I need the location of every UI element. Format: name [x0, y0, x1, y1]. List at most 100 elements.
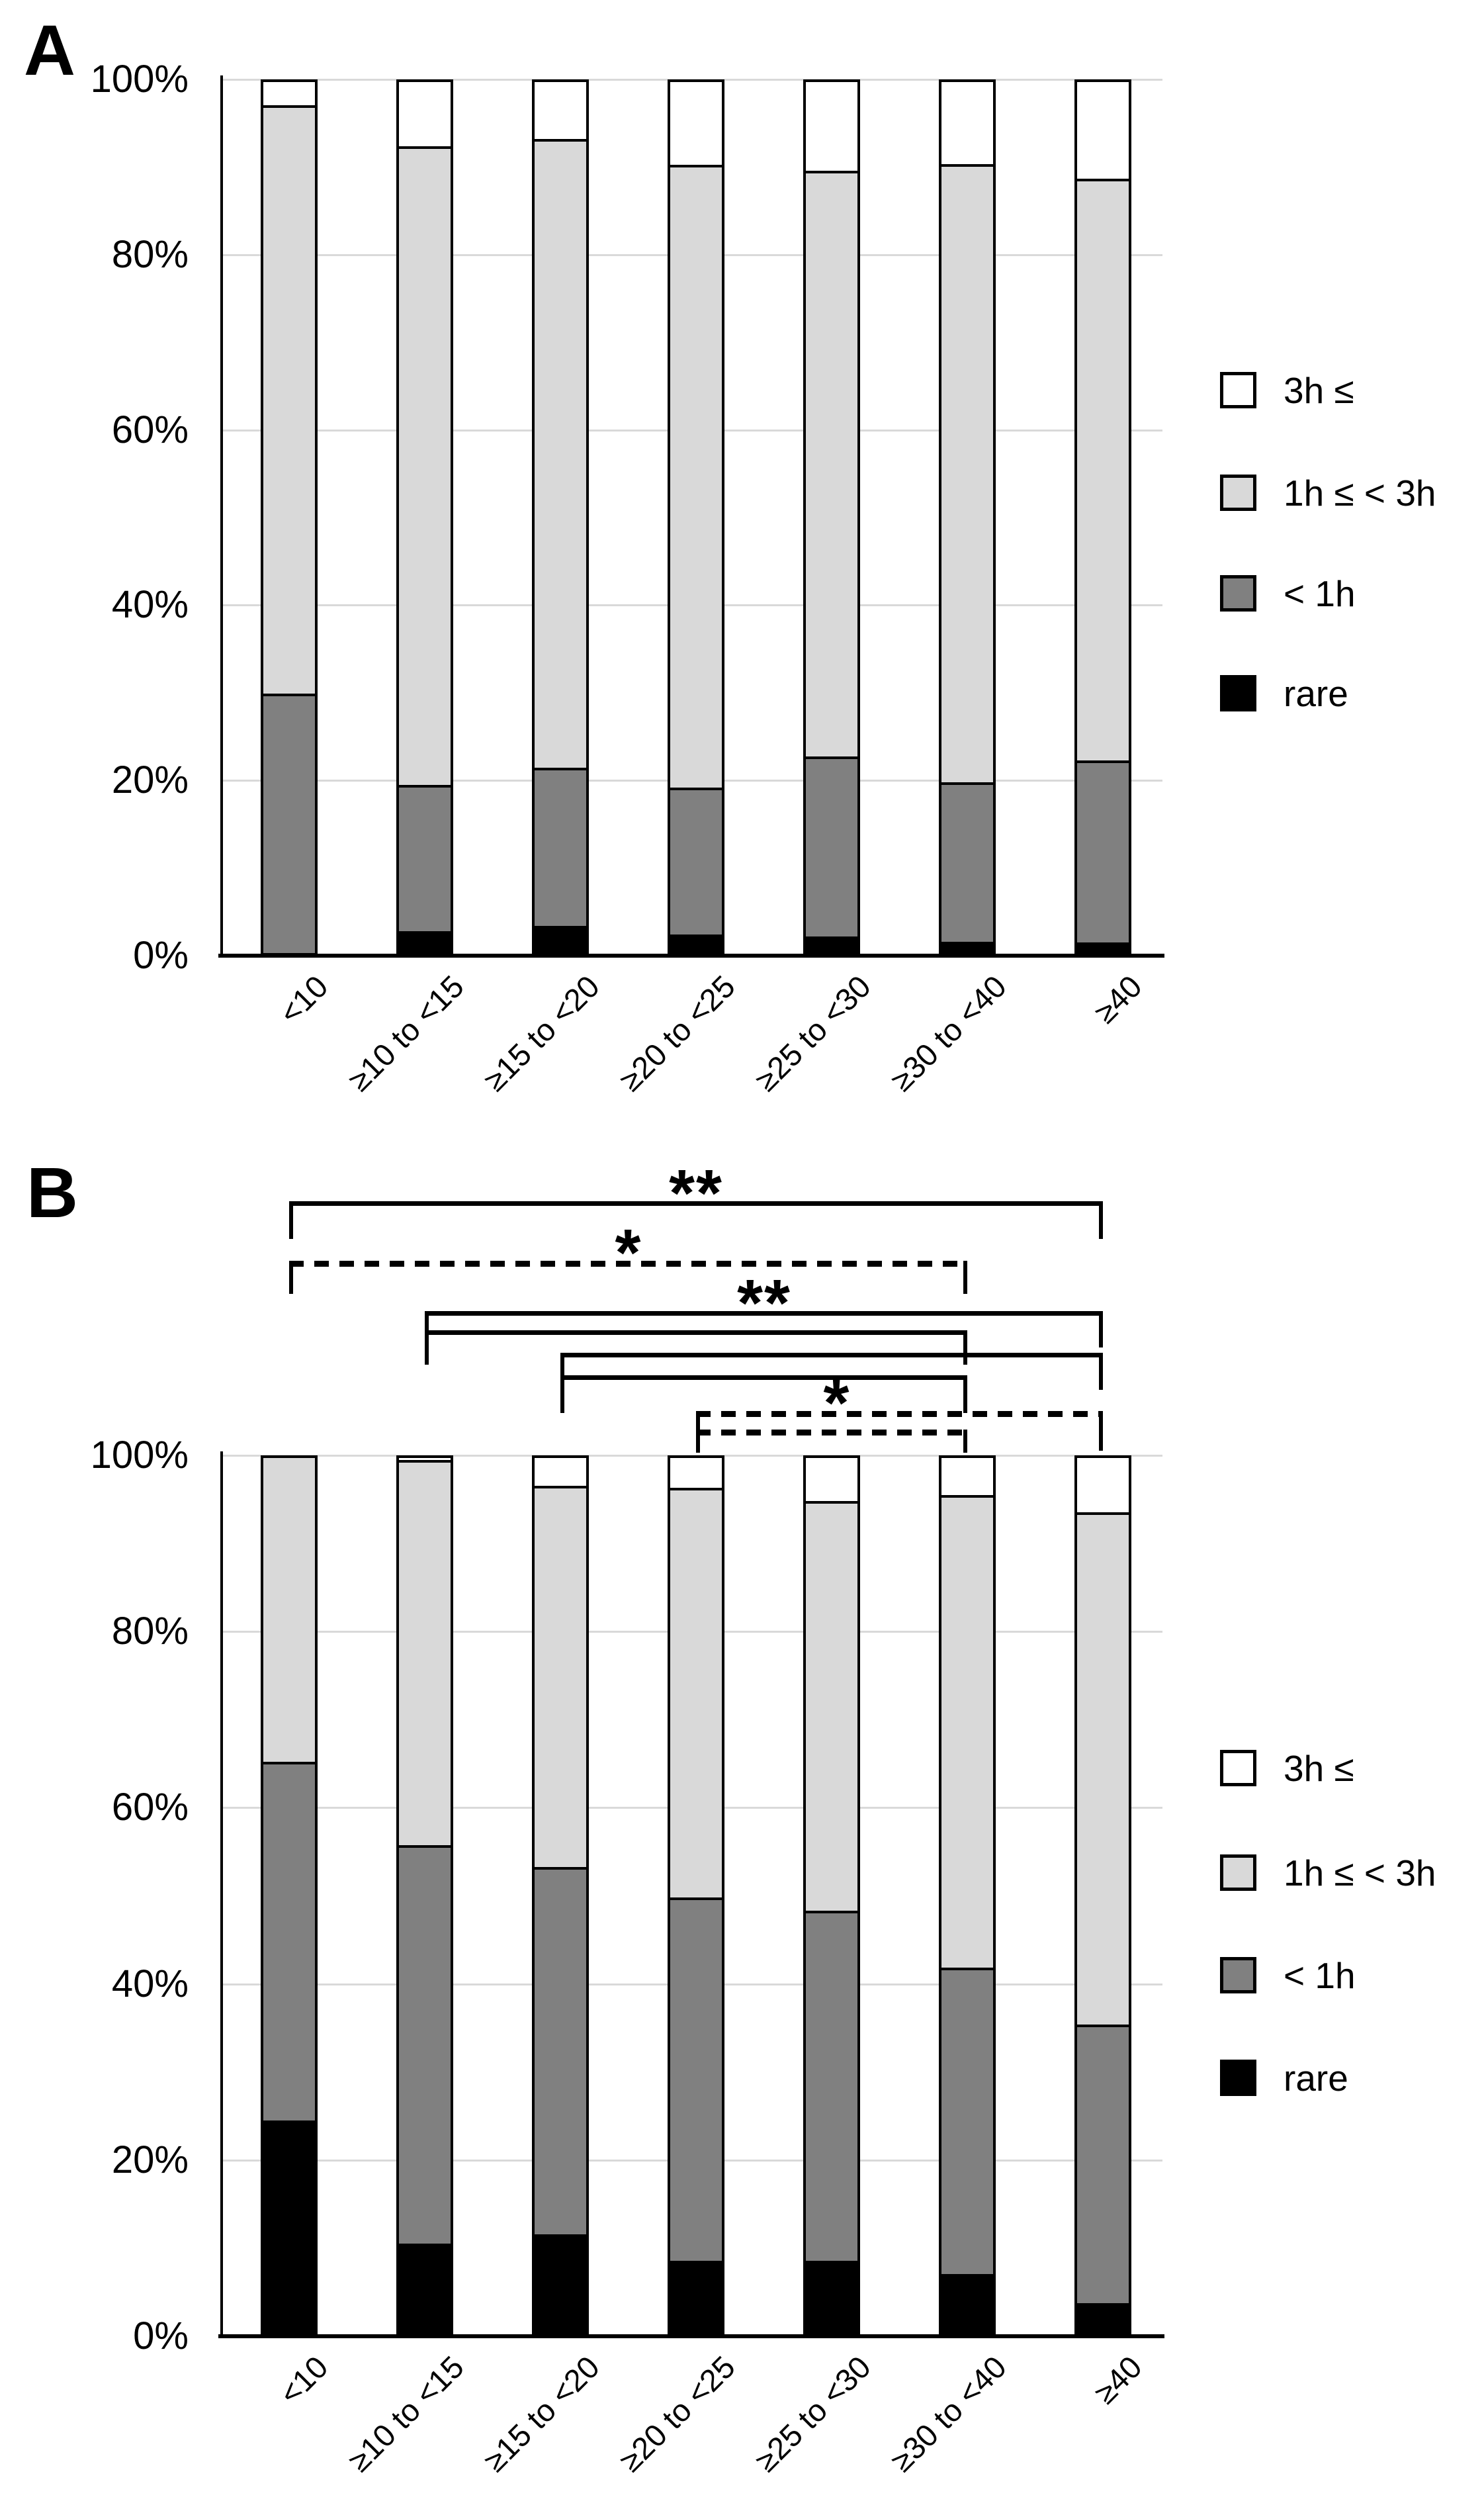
segment-a-2-1h ≤ < 3h	[399, 149, 451, 788]
legend-swatch-b-1h-to-under-3h	[1220, 1854, 1256, 1891]
xlabel-b-6: ≥30 to <40	[883, 2349, 1013, 2479]
segment-b-7-1h ≤ < 3h	[1077, 1515, 1129, 2027]
bar-b-6	[939, 1455, 996, 2336]
bracket-tick-4-right	[963, 1330, 967, 1365]
ytick-b-60: 60%	[111, 1786, 189, 1829]
segment-b-7-rare	[1077, 2305, 1129, 2334]
segment-a-5-rare	[806, 938, 857, 953]
segment-b-1-< 1h	[263, 1764, 315, 2124]
segment-b-2-< 1h	[399, 1847, 451, 2246]
xlabel-b-1: <10	[272, 2349, 335, 2412]
panel-a-label: A	[24, 10, 75, 90]
segment-b-4-1h ≤ < 3h	[670, 1490, 722, 1901]
legend-label-b-rare: rare	[1284, 2058, 1348, 2099]
bracket-tick-3-right	[1099, 1311, 1103, 1347]
segment-b-7-< 1h	[1077, 2027, 1129, 2306]
bar-a-5	[803, 79, 860, 956]
legend-label-a-1h-to-under-3h: 1h ≤ < 3h	[1284, 473, 1436, 514]
bar-a-4	[668, 79, 724, 956]
significance-label-3: **	[737, 1266, 791, 1340]
ytick-b-0: 0%	[133, 2314, 189, 2357]
x-axis-b	[218, 2334, 1164, 2338]
bar-a-3	[532, 79, 589, 956]
segment-a-1-< 1h	[263, 696, 315, 953]
segment-b-4-3h ≤	[670, 1458, 722, 1490]
legend-label-b-1h-to-under-3h: 1h ≤ < 3h	[1284, 1852, 1436, 1893]
xlabel-a-1: <10	[272, 968, 335, 1031]
legend-swatch-a-rare	[1220, 675, 1256, 711]
xlabel-a-7: ≥40	[1087, 968, 1149, 1030]
bracket-line-3	[425, 1311, 1103, 1316]
segment-a-4-< 1h	[670, 790, 722, 938]
y-axis-a	[220, 75, 223, 956]
ytick-a-20: 20%	[111, 758, 189, 801]
bar-b-4	[668, 1455, 724, 2336]
bracket-tick-1-left	[289, 1201, 293, 1239]
segment-a-5-< 1h	[806, 758, 857, 939]
significance-label-1: **	[669, 1156, 723, 1230]
bar-a-2	[396, 79, 453, 956]
legend-swatch-a-under-1h	[1220, 575, 1256, 612]
segment-a-6-rare	[941, 944, 993, 953]
xlabel-a-2: ≥10 to <15	[341, 968, 470, 1098]
bar-a-7	[1074, 79, 1131, 956]
segment-b-5-rare	[806, 2263, 857, 2334]
legend-label-b-3h-or-more: 3h ≤	[1284, 1748, 1354, 1789]
legend-swatch-b-3h-or-more	[1220, 1750, 1256, 1786]
segment-b-5-1h ≤ < 3h	[806, 1503, 857, 1913]
bar-b-1	[261, 1455, 318, 2336]
bracket-tick-5-left	[560, 1353, 564, 1390]
segment-b-3-1h ≤ < 3h	[535, 1488, 586, 1870]
legend-swatch-b-rare	[1220, 2060, 1256, 2096]
ytick-b-100: 100%	[90, 1434, 189, 1477]
ytick-a-40: 40%	[111, 583, 189, 626]
y-axis-b	[220, 1451, 223, 2336]
segment-b-2-3h ≤	[399, 1458, 451, 1463]
segment-a-6-3h ≤	[941, 82, 993, 167]
legend-swatch-b-under-1h	[1220, 1957, 1256, 1993]
segment-a-2-< 1h	[399, 787, 451, 934]
bracket-line-6	[560, 1375, 967, 1380]
bracket-tick-8-right	[963, 1430, 967, 1453]
bracket-tick-4-left	[425, 1330, 429, 1365]
segment-a-4-rare	[670, 937, 722, 953]
segment-b-6-3h ≤	[941, 1458, 993, 1498]
bracket-line-5	[560, 1353, 1103, 1357]
segment-b-6-1h ≤ < 3h	[941, 1497, 993, 1970]
bracket-tick-5-right	[1099, 1353, 1103, 1390]
xlabel-a-6: ≥30 to <40	[883, 968, 1013, 1098]
xlabel-b-3: ≥15 to <20	[476, 2349, 606, 2479]
segment-a-7-rare	[1077, 945, 1129, 953]
bracket-line-8	[696, 1430, 967, 1436]
ytick-a-60: 60%	[111, 408, 189, 451]
segment-b-5-< 1h	[806, 1913, 857, 2264]
bar-b-5	[803, 1455, 860, 2336]
x-axis-a	[218, 954, 1164, 958]
segment-a-3-1h ≤ < 3h	[535, 141, 586, 770]
segment-b-3-rare	[535, 2237, 586, 2334]
bar-a-6	[939, 79, 996, 956]
bracket-tick-3-left	[425, 1311, 429, 1347]
segment-b-4-rare	[670, 2263, 722, 2334]
bar-b-3	[532, 1455, 589, 2336]
legend-label-a-rare: rare	[1284, 673, 1348, 714]
segment-b-5-3h ≤	[806, 1458, 857, 1504]
ytick-a-0: 0%	[133, 934, 189, 977]
segment-b-6-< 1h	[941, 1970, 993, 2277]
bracket-line-2	[289, 1261, 967, 1267]
ytick-a-100: 100%	[90, 58, 189, 101]
bracket-tick-7-right	[1099, 1411, 1103, 1451]
segment-a-4-1h ≤ < 3h	[670, 167, 722, 790]
legend-label-a-3h-or-more: 3h ≤	[1284, 370, 1354, 411]
bracket-line-7	[696, 1411, 1103, 1417]
segment-a-7-3h ≤	[1077, 82, 1129, 182]
segment-a-3-< 1h	[535, 770, 586, 929]
bracket-tick-2-right	[963, 1261, 967, 1294]
legend-label-a-under-1h: < 1h	[1284, 573, 1356, 614]
xlabel-a-3: ≥15 to <20	[476, 968, 606, 1098]
segment-b-1-rare	[263, 2123, 315, 2334]
bracket-line-4	[425, 1330, 967, 1335]
significance-label-2: *	[615, 1216, 642, 1290]
segment-b-3-3h ≤	[535, 1458, 586, 1489]
legend-swatch-a-3h-or-more	[1220, 372, 1256, 408]
